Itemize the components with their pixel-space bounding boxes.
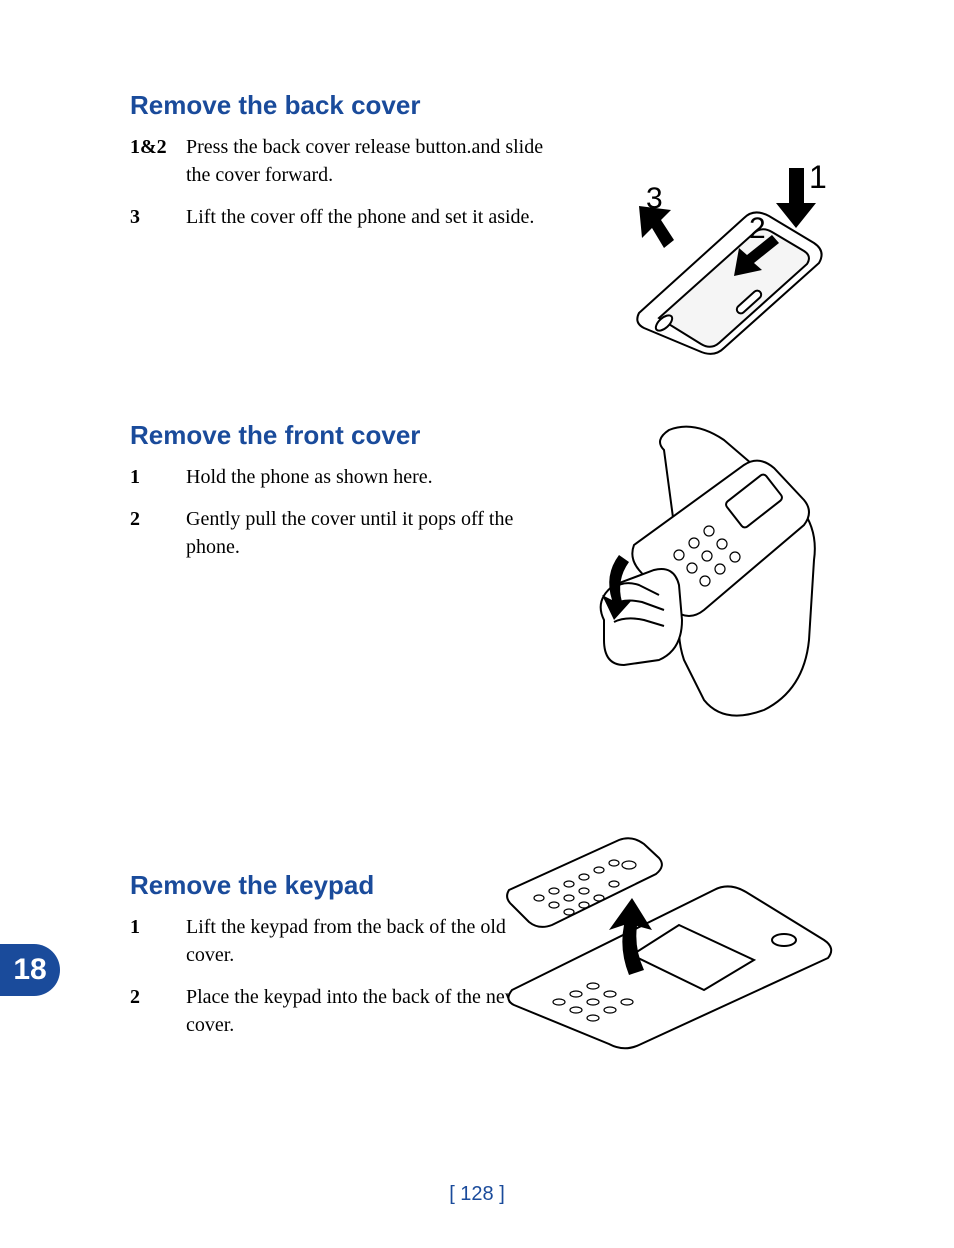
step-number: 2 — [130, 505, 186, 561]
section-heading: Remove the back cover — [130, 90, 844, 121]
step-list: 1 Hold the phone as shown here. 2 Gently… — [130, 463, 550, 561]
chapter-tab: 18 — [0, 944, 60, 996]
step-number: 2 — [130, 983, 186, 1039]
step-item: 1&2 Press the back cover release button.… — [130, 133, 550, 189]
step-number: 1 — [130, 913, 186, 969]
chapter-number: 18 — [13, 953, 46, 987]
figure-label-3: 3 — [646, 182, 663, 215]
figure-keypad — [484, 830, 844, 1050]
step-item: 1 Hold the phone as shown here. — [130, 463, 550, 491]
manual-page: Remove the back cover 1&2 Press the back… — [0, 0, 954, 1248]
step-list: 1&2 Press the back cover release button.… — [130, 133, 550, 231]
step-item: 3 Lift the cover off the phone and set i… — [130, 203, 550, 231]
hands-phone-illustration-icon — [564, 410, 844, 730]
keypad-illustration-icon — [484, 830, 844, 1050]
step-number: 3 — [130, 203, 186, 231]
step-item: 2 Gently pull the cover until it pops of… — [130, 505, 550, 561]
step-text: Lift the cover off the phone and set it … — [186, 203, 550, 231]
page-number: [ 128 ] — [0, 1183, 954, 1206]
figure-front-cover — [564, 410, 844, 730]
step-text: Gently pull the cover until it pops off … — [186, 505, 550, 561]
step-text: Hold the phone as shown here. — [186, 463, 550, 491]
step-number: 1 — [130, 463, 186, 491]
figure-label-1: 1 — [809, 159, 827, 195]
figure-back-cover: 1 2 3 — [604, 148, 844, 368]
figure-label-2: 2 — [749, 212, 766, 245]
phone-back-illustration-icon: 1 2 3 — [604, 148, 844, 368]
step-number: 1&2 — [130, 133, 186, 189]
step-text: Press the back cover release button.and … — [186, 133, 550, 189]
